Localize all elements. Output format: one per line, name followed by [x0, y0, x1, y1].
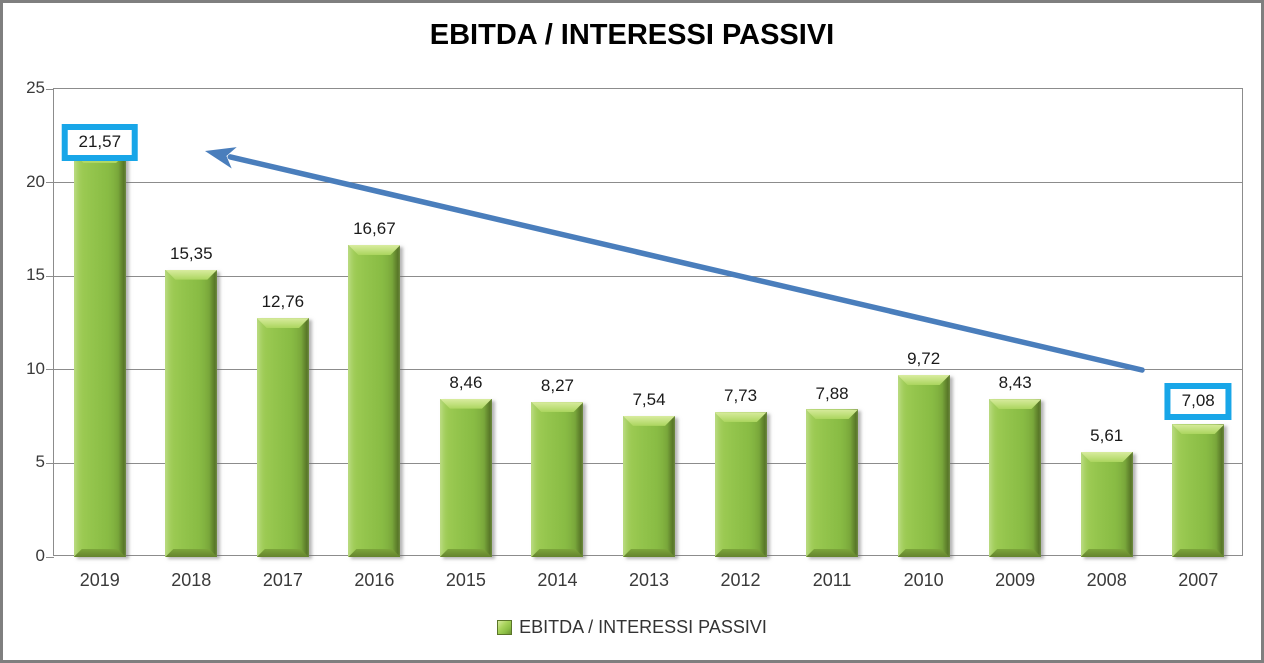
- bar-2015: [439, 398, 492, 557]
- x-tick-label-2013: 2013: [628, 570, 670, 590]
- bar-2009: [989, 399, 1042, 557]
- data-label-2017: 12,76: [261, 292, 305, 312]
- x-tick-label-2019: 2019: [79, 570, 120, 590]
- data-label-2011: 7,88: [815, 383, 849, 403]
- legend: EBITDA / INTERESSI PASSIVI: [3, 617, 1261, 638]
- x-tick-label-2016: 2016: [354, 570, 395, 590]
- x-tick-label-2014: 2014: [537, 570, 578, 590]
- x-tick-label-2015: 2015: [445, 570, 486, 590]
- bar-2014: [531, 402, 584, 557]
- y-tick-10: [46, 369, 54, 371]
- y-tick-25: [46, 88, 54, 90]
- y-tick-5: [46, 462, 54, 464]
- bar-2010: [897, 375, 950, 557]
- legend-series-label: EBITDA / INTERESSI PASSIVI: [519, 617, 767, 637]
- x-tick-label-2018: 2018: [171, 570, 212, 590]
- bar-2013: [623, 415, 675, 557]
- x-tick-label-2017: 2017: [262, 570, 303, 590]
- data-label-2018: 15,35: [170, 243, 213, 263]
- data-label-2007: 7,08: [1164, 383, 1232, 421]
- x-tick-label-2007: 2007: [1178, 570, 1219, 590]
- bar-2019: [73, 153, 126, 557]
- bar-2016: [348, 244, 401, 557]
- y-tick-label-10: 10: [26, 358, 45, 378]
- data-label-2010: 9,72: [907, 349, 941, 369]
- gridline-20: [54, 182, 1242, 184]
- x-tick-label-2012: 2012: [720, 570, 761, 590]
- data-label-2019: 21,57: [61, 124, 139, 162]
- bar-2018: [165, 269, 218, 557]
- bar-2007: [1172, 424, 1225, 557]
- data-label-2014: 8,27: [540, 376, 574, 396]
- x-tick-label-2011: 2011: [812, 570, 852, 590]
- bar-2008: [1080, 451, 1133, 557]
- legend-series-swatch-icon: [497, 620, 513, 635]
- y-tick-label-5: 5: [35, 452, 45, 472]
- data-label-2016: 16,67: [353, 218, 396, 238]
- chart-title: EBITDA / INTERESSI PASSIVI: [429, 19, 835, 51]
- x-tick-label-2009: 2009: [995, 570, 1036, 590]
- x-tick-label-2008: 2008: [1086, 570, 1127, 590]
- x-tick-label-2010: 2010: [903, 570, 944, 590]
- y-tick-15: [46, 275, 54, 277]
- y-tick-20: [46, 182, 54, 184]
- data-label-2012: 7,73: [723, 386, 758, 406]
- data-label-2015: 8,46: [449, 372, 483, 392]
- data-label-2009: 8,43: [998, 373, 1032, 393]
- bar-2011: [806, 409, 859, 557]
- gridline-10: [54, 369, 1242, 371]
- y-tick-label-20: 20: [26, 171, 45, 191]
- y-tick-0: [46, 556, 54, 558]
- bar-2017: [256, 318, 309, 557]
- plot-area: 21,57 2019 15,35 2018 12,76 2017 16,67 2016 8,46…: [46, 88, 1243, 590]
- data-label-2013: 7,54: [632, 389, 666, 409]
- data-label-2008: 5,61: [1090, 425, 1124, 445]
- gridline-15: [54, 275, 1242, 277]
- y-tick-label-15: 15: [26, 265, 45, 285]
- bar-2012: [714, 412, 767, 557]
- y-tick-label-0: 0: [35, 546, 45, 565]
- y-tick-label-25: 25: [26, 78, 45, 97]
